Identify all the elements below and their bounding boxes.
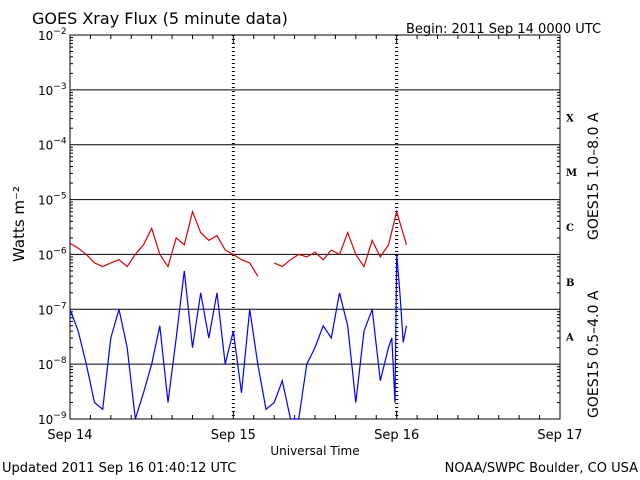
- y-axis-label: Watts m⁻²: [10, 186, 28, 262]
- chart-title: GOES Xray Flux (5 minute data): [32, 9, 288, 28]
- x-tick-label: Sep 14: [47, 428, 92, 443]
- series-layer: [69, 209, 408, 420]
- y-tick-label: 10−3: [38, 82, 67, 98]
- x-tick-labels: Sep 14 Sep 15 Sep 16 Sep 17: [47, 428, 582, 443]
- y-tick-label: 10−4: [38, 137, 67, 153]
- legend-series-short: GOES15 0.5–4.0 A: [586, 290, 602, 418]
- x-tick-label: Sep 16: [374, 428, 419, 443]
- y-tick-label: 10−2: [38, 27, 67, 43]
- y-tick-labels: 10−2 10−3 10−4 10−5 10−6 10−7 10−8 10−9: [38, 27, 67, 427]
- y-tick-label: 10−6: [38, 246, 67, 262]
- x-tick-label: Sep 17: [537, 428, 582, 443]
- flare-class-labels: X M C B A: [565, 113, 577, 343]
- begin-time: Begin: 2011 Sep 14 0000 UTC: [406, 22, 601, 37]
- y-tick-label: 10−7: [38, 301, 67, 317]
- x-axis-label: Universal Time: [270, 444, 359, 458]
- series-line: [69, 254, 408, 420]
- flare-class-label: B: [566, 278, 574, 289]
- flare-class-label: A: [565, 333, 574, 344]
- plot-frame: [69, 34, 561, 420]
- series-line: [69, 209, 408, 277]
- flare-class-label: C: [566, 223, 574, 234]
- y-tick-label: 10−9: [38, 411, 67, 427]
- updated-timestamp: Updated 2011 Sep 16 01:40:12 UTC: [2, 461, 236, 476]
- legend-series-long: GOES15 1.0–8.0 A: [586, 112, 602, 240]
- x-tick-label: Sep 15: [211, 428, 256, 443]
- flare-class-label: X: [566, 113, 574, 124]
- y-tick-label: 10−5: [38, 192, 67, 208]
- y-tick-label: 10−8: [38, 356, 67, 372]
- grid-layer: [69, 35, 561, 419]
- credit: NOAA/SWPC Boulder, CO USA: [445, 461, 638, 476]
- flare-class-label: M: [566, 168, 577, 179]
